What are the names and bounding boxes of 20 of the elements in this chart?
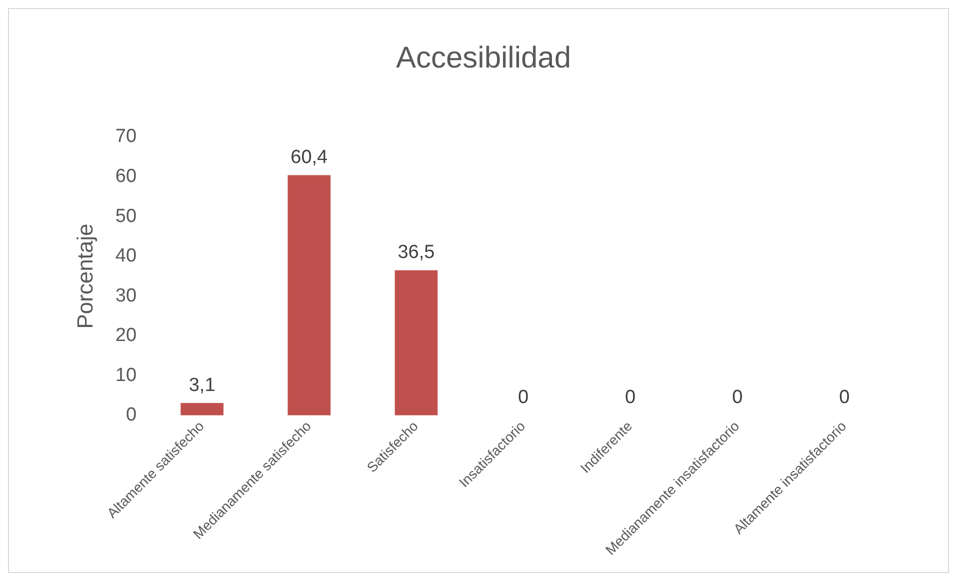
y-tick-label: 30 xyxy=(115,285,137,306)
data-label: 0 xyxy=(625,387,636,408)
y-tick-label: 40 xyxy=(115,246,137,267)
y-tick-label: 10 xyxy=(115,364,137,386)
data-label: 0 xyxy=(518,387,529,408)
y-axis-title: Porcentaje xyxy=(72,224,98,329)
bar xyxy=(394,270,438,416)
y-tick-label: 0 xyxy=(126,404,137,426)
data-label: 3,1 xyxy=(188,374,216,396)
data-label: 0 xyxy=(839,387,850,408)
chart-title: Accesibilidad xyxy=(396,41,572,74)
data-label: 60,4 xyxy=(290,146,328,168)
bar xyxy=(180,403,224,416)
data-label: 0 xyxy=(732,387,743,408)
y-tick-label: 60 xyxy=(115,166,137,187)
bar xyxy=(288,175,331,416)
y-tick-label: 20 xyxy=(115,325,137,346)
y-tick-label: 70 xyxy=(115,126,137,148)
y-tick-label: 50 xyxy=(115,206,137,227)
data-label: 36,5 xyxy=(398,242,435,263)
